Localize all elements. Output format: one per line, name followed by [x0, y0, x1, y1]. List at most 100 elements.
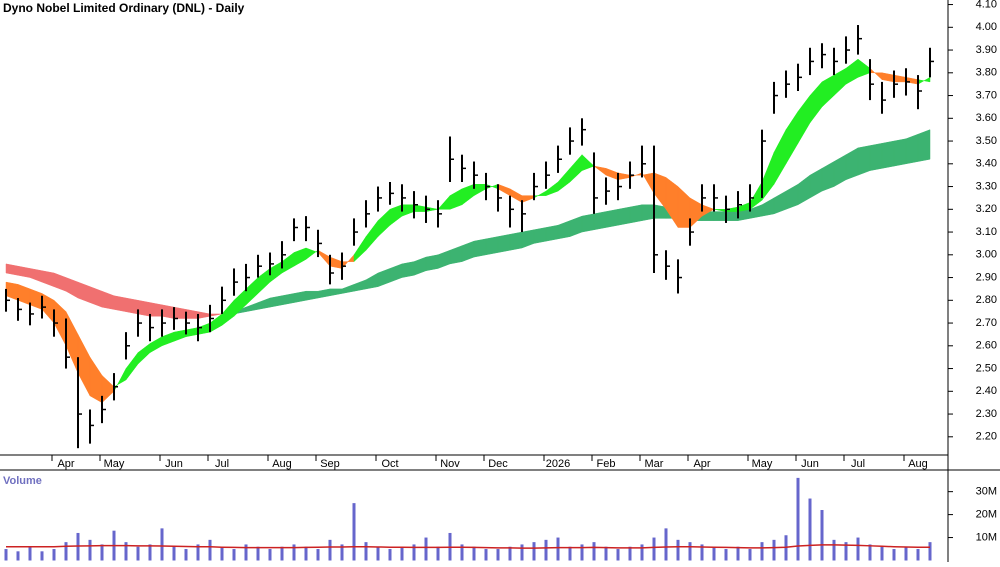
y-tick-label: 2.50 [976, 362, 997, 374]
mma-band [857, 145, 871, 176]
mma-band [401, 261, 415, 278]
mma-band [893, 138, 907, 167]
mma-band [113, 295, 127, 312]
x-tick-label: Jul [215, 458, 229, 470]
volume-bar [208, 539, 212, 561]
volume-bar [64, 542, 68, 561]
mma-band [881, 140, 895, 169]
volume-bar [124, 542, 128, 561]
volume-bar [616, 549, 620, 561]
y-tick-label: 2.60 [976, 340, 997, 352]
mma-band [533, 227, 547, 244]
mma-band [173, 306, 187, 319]
y-tick-label: 3.80 [976, 67, 997, 79]
volume-bar [688, 542, 692, 561]
volume-bar [460, 544, 464, 561]
volume-bar [556, 537, 560, 561]
y-tick-label: 2.30 [976, 408, 997, 420]
volume-bar [160, 528, 164, 561]
volume-bar [196, 544, 200, 561]
volume-bar [892, 549, 896, 561]
x-tick-label: Jun [165, 458, 183, 470]
volume-title: Volume [3, 475, 42, 487]
volume-bar [424, 537, 428, 561]
volume-bar [304, 546, 308, 561]
volume-bar [172, 546, 176, 561]
volume-bar [136, 546, 140, 561]
volume-bar [328, 539, 332, 561]
mma-band [5, 263, 19, 276]
volume-bar [280, 546, 284, 561]
y-tick-label: 2.90 [976, 271, 997, 283]
y-tick-label: 3.90 [976, 44, 997, 56]
volume-bar [16, 551, 20, 561]
x-tick-label: Aug [908, 458, 928, 470]
y-tick-label: 4.10 [976, 0, 997, 10]
y-tick-label: 3.10 [976, 226, 997, 238]
y-tick-label: 2.20 [976, 431, 997, 443]
volume-bar [340, 544, 344, 561]
volume-bar [508, 546, 512, 561]
volume-bar [628, 546, 632, 561]
volume-bar [40, 551, 44, 561]
mma-band [137, 299, 151, 317]
mma-band [905, 133, 919, 165]
volume-bar [652, 537, 656, 561]
volume-bar [472, 546, 476, 561]
mma-band [149, 302, 163, 317]
volume-bar [232, 549, 236, 561]
x-tick-label: Apr [57, 458, 74, 470]
x-tick-label: Jul [851, 458, 865, 470]
volume-bar [760, 542, 764, 561]
x-tick-label: Nov [440, 458, 460, 470]
volume-bar [640, 544, 644, 561]
x-tick-label: Dec [488, 458, 508, 470]
volume-bar [700, 544, 704, 561]
mma-band [629, 204, 643, 224]
volume-bar [592, 542, 596, 561]
x-tick-label: Jun [801, 458, 819, 470]
y-tick-label: 4.00 [976, 21, 997, 33]
chart-title: Dyno Nobel Limited Ordinary (DNL) - Dail… [3, 1, 245, 15]
y-tick-label: 10M [976, 531, 997, 543]
volume-bar [544, 539, 548, 561]
volume-bar [220, 546, 224, 561]
y-tick-label: 3.00 [976, 249, 997, 261]
volume-bar [712, 546, 716, 561]
x-tick-label: May [752, 458, 773, 470]
mma-band [281, 293, 295, 306]
volume-bar [28, 546, 32, 561]
volume-bar [484, 549, 488, 561]
y-tick-label: 3.30 [976, 180, 997, 192]
mma-band [269, 295, 283, 308]
volume-bar [412, 544, 416, 561]
volume-bar [796, 477, 800, 561]
volume-bar [436, 546, 440, 561]
mma-band [473, 238, 487, 258]
x-tick-label: Sep [320, 458, 340, 470]
mma-band [917, 129, 931, 162]
volume-bar [808, 498, 812, 561]
y-tick-label: 3.50 [976, 135, 997, 147]
volume-bar [244, 544, 248, 561]
volume-bar [88, 539, 92, 561]
volume-bar [916, 549, 920, 561]
volume-bar [292, 544, 296, 561]
volume-bar [664, 528, 668, 561]
x-tick-label: Feb [597, 458, 616, 470]
mma-band [485, 236, 499, 256]
volume-bar [352, 503, 356, 561]
y-tick-label: 20M [976, 509, 997, 521]
volume-bar [880, 546, 884, 561]
volume-bar [520, 544, 524, 561]
volume-bar [52, 549, 56, 561]
x-tick-label: Aug [272, 458, 292, 470]
volume-bar [268, 549, 272, 561]
y-tick-label: 3.60 [976, 112, 997, 124]
y-tick-label: 2.70 [976, 317, 997, 329]
y-tick-label: 3.40 [976, 158, 997, 170]
x-tick-label: May [104, 458, 125, 470]
volume-bar [568, 546, 572, 561]
